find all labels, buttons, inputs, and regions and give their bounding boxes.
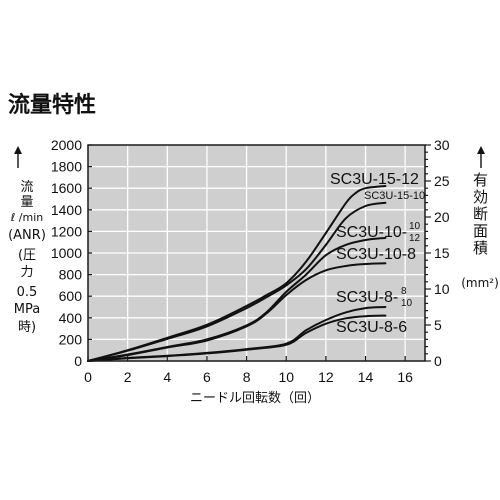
x-tick-label: 4 xyxy=(163,369,171,385)
x-tick-label: 16 xyxy=(397,369,413,385)
y-axis-label: 流量ℓ /min (ANR) (圧力 0.5 MPa 時) xyxy=(8,180,46,335)
series-label: SC3U-8-6 xyxy=(336,319,407,336)
y2-axis-unit: (mm²) xyxy=(461,276,499,290)
y-tick-label: 600 xyxy=(59,288,83,304)
y2-tick-label: 15 xyxy=(434,245,450,261)
y-axis-label-line: 0.5 xyxy=(17,285,38,300)
series-label: SC3U-8- xyxy=(336,289,398,306)
y2-axis-label: 有効断面積 xyxy=(471,172,489,257)
series-group xyxy=(87,185,387,362)
y2-tick-label: 30 xyxy=(434,137,450,153)
x-tick-label: 8 xyxy=(243,369,251,385)
y-tick-label: 1400 xyxy=(51,202,82,218)
series-label: SC3U-10-8 xyxy=(336,246,416,263)
x-tick-label: 2 xyxy=(124,369,132,385)
series-label: SC3U-10- xyxy=(336,224,407,241)
y-axis-label-line: MPa xyxy=(14,302,40,317)
series-label-lower: 12 xyxy=(409,233,421,244)
series-line xyxy=(87,314,387,362)
grid xyxy=(88,145,425,361)
x-tick-label: 14 xyxy=(358,369,374,385)
y-axis-label-line: 流 xyxy=(20,180,33,195)
series-label-lower: 10 xyxy=(401,298,413,309)
y2-tick-label: 20 xyxy=(434,209,450,225)
y-tick-label: 1200 xyxy=(51,223,82,239)
x-tick-label: 6 xyxy=(203,369,211,385)
y2-tick-label: 0 xyxy=(434,353,442,369)
x-tick-label: 10 xyxy=(278,369,294,385)
y-tick-label: 0 xyxy=(74,353,82,369)
x-axis-label: ニードル回転数（回） xyxy=(190,391,320,406)
y-axis-label-line: ℓ /min xyxy=(10,211,44,224)
chart-title: 流量特性 xyxy=(8,92,96,118)
series-line xyxy=(87,262,387,362)
x-tick-label: 0 xyxy=(84,369,92,385)
series-line xyxy=(87,185,387,362)
y-tick-label: 400 xyxy=(59,310,83,326)
y2-axis-arrow-icon xyxy=(477,146,485,168)
series-line xyxy=(87,201,387,362)
series-label-upper: 8 xyxy=(401,286,407,297)
y2-tick-label: 25 xyxy=(434,173,450,189)
y-axis-arrow-icon xyxy=(14,146,22,168)
series-label: SC3U-15-12 xyxy=(330,171,419,188)
series-label-upper: 10 xyxy=(409,221,421,232)
series-label: SC3U-15-10 xyxy=(364,190,425,202)
y-tick-label: 1000 xyxy=(51,245,82,261)
y-tick-label: 1600 xyxy=(51,180,82,196)
y-axis-label-line: 時) xyxy=(18,320,36,335)
y-axis-label-line: 量 xyxy=(20,195,33,210)
y-tick-label: 2000 xyxy=(51,137,82,153)
y-axis-label-line: (ANR) xyxy=(8,228,46,243)
axes: 0 2 4 6 8 10 12 14 16020040060080010001200140016… xyxy=(51,137,450,385)
y-tick-label: 1800 xyxy=(51,159,82,175)
y-axis-label-line: 力 xyxy=(20,265,33,280)
y2-tick-label: 10 xyxy=(434,281,450,297)
y-tick-label: 800 xyxy=(59,267,83,283)
y-tick-label: 200 xyxy=(59,331,83,347)
y2-tick-label: 5 xyxy=(434,317,442,333)
x-tick-label: 12 xyxy=(318,369,334,385)
y-axis-label-line: (圧 xyxy=(18,248,36,263)
